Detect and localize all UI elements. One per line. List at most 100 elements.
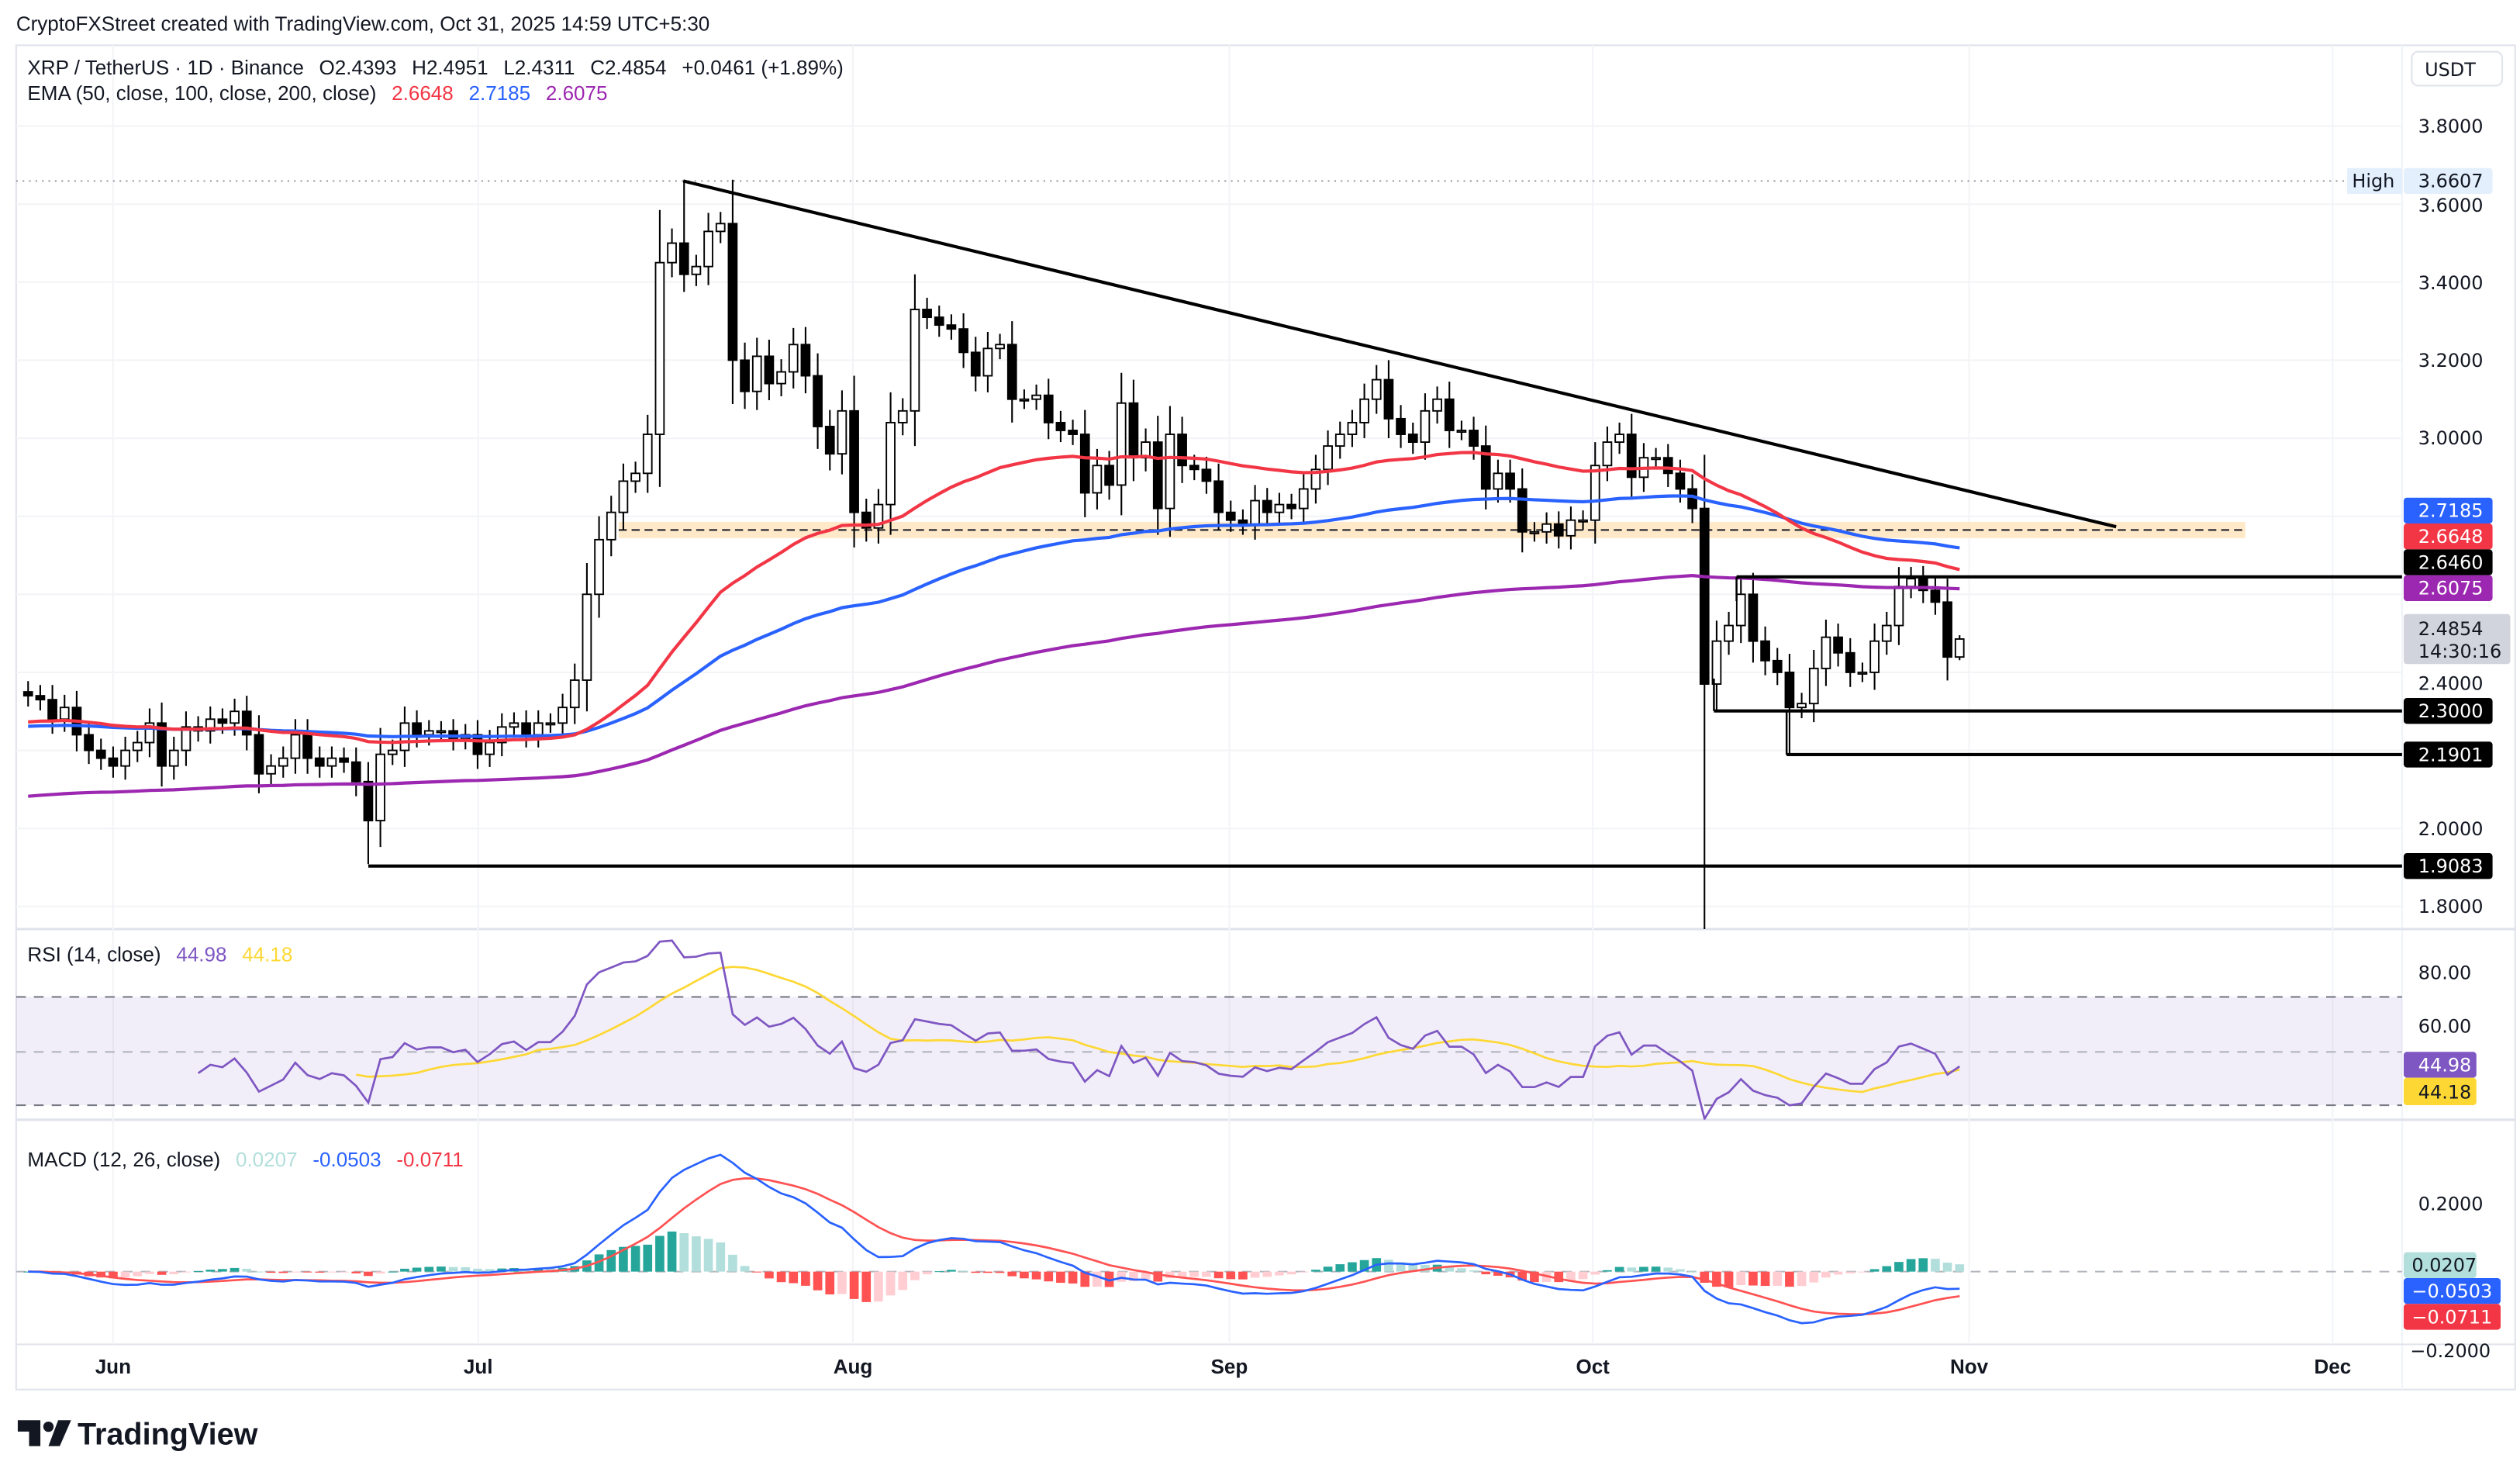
candle-down bbox=[1760, 640, 1770, 662]
time-tick: Dec bbox=[2314, 1355, 2351, 1378]
rsi-tick: 80.00 bbox=[2418, 962, 2472, 984]
price-tick: 2.4000 bbox=[2418, 673, 2484, 695]
macd-histogram-bar bbox=[533, 1268, 544, 1272]
candle-down bbox=[1213, 480, 1224, 513]
macd-histogram-bar bbox=[1955, 1264, 1965, 1272]
ema100-badge bbox=[2404, 497, 2493, 524]
macd-pane[interactable]: MACD (12, 26, close) 0.0207 -0.0503 -0.0… bbox=[16, 1148, 2501, 1362]
candle-up bbox=[1274, 503, 1285, 513]
macd-histogram-bar bbox=[1663, 1267, 1673, 1272]
macd-histogram-bar bbox=[400, 1268, 409, 1272]
candle-up bbox=[1857, 671, 1868, 675]
candle-down bbox=[970, 351, 981, 377]
candle-up bbox=[436, 730, 447, 734]
candle-up bbox=[606, 511, 616, 541]
macd-histogram-bar bbox=[995, 1271, 1005, 1273]
ema200-value: 2.6075 bbox=[546, 81, 608, 105]
macd-histogram-bar bbox=[485, 1269, 495, 1272]
macd-histogram-bar bbox=[193, 1270, 203, 1273]
chart-frame bbox=[15, 44, 2516, 1391]
macd-histogram-bar bbox=[109, 1271, 118, 1279]
macd-histogram-bar bbox=[1700, 1271, 1710, 1283]
legend-close: C2.4854 bbox=[590, 56, 666, 79]
candle-down bbox=[254, 734, 264, 775]
candle-down bbox=[1662, 457, 1673, 475]
candle-up bbox=[1614, 434, 1624, 444]
candle-up bbox=[873, 503, 884, 529]
macd-histogram-bar bbox=[619, 1246, 628, 1272]
tradingview-logo[interactable]: TradingView bbox=[17, 1418, 258, 1452]
macd-histogram-bar bbox=[1457, 1268, 1466, 1272]
candle-down bbox=[934, 316, 944, 327]
macd-histogram-bar bbox=[1578, 1271, 1588, 1280]
candle-down bbox=[764, 355, 775, 385]
candle-up bbox=[1298, 488, 1309, 510]
candle-down bbox=[1517, 488, 1528, 533]
rsi-label[interactable]: RSI (14, close) bbox=[27, 943, 161, 966]
time-axis[interactable]: Jun Jul Aug Sep Oct Nov Dec bbox=[95, 1355, 2352, 1378]
legend-low: L2.4311 bbox=[503, 56, 575, 79]
macd-signal-badge bbox=[2404, 1304, 2501, 1330]
svg-text:RSI (14, close) 44.98: RSI (14, close) 44.98 44.18 bbox=[27, 943, 292, 966]
macd-histogram-bar bbox=[813, 1271, 823, 1291]
macd-histogram-bar bbox=[971, 1271, 981, 1273]
macd-histogram-bar bbox=[765, 1271, 774, 1279]
candle-up bbox=[387, 749, 398, 755]
candle-down bbox=[521, 722, 531, 736]
macd-histogram-bar bbox=[1785, 1271, 1794, 1287]
candle-up bbox=[691, 265, 702, 275]
candle-up bbox=[1347, 421, 1358, 435]
macd-tick: 0.2000 bbox=[2418, 1193, 2484, 1215]
candle-up bbox=[1724, 624, 1734, 642]
candle-up bbox=[509, 722, 520, 728]
candle-down bbox=[1383, 378, 1394, 420]
candle-down bbox=[1784, 671, 1795, 709]
candle-up bbox=[1651, 457, 1661, 461]
macd-histogram-bar bbox=[351, 1271, 361, 1273]
macd-histogram-bar bbox=[181, 1271, 191, 1273]
candle-up bbox=[278, 757, 288, 767]
candle-down bbox=[849, 409, 859, 513]
price-tick: 3.8000 bbox=[2418, 116, 2484, 137]
macd-histogram-bar bbox=[1335, 1264, 1345, 1272]
candle-down bbox=[1068, 430, 1078, 435]
currency-button[interactable]: USDT bbox=[2411, 50, 2504, 87]
legend-symbol[interactable]: XRP / TetherUS · 1D · Binance bbox=[27, 56, 303, 79]
price-axis[interactable]: 3.8000 3.6000 3.4000 3.2000 3.0000 2.400… bbox=[2404, 116, 2511, 917]
ema100-value: 2.7185 bbox=[469, 81, 531, 105]
candle-down bbox=[1553, 523, 1564, 537]
macd-histogram-bar bbox=[169, 1271, 179, 1274]
candle-down bbox=[1238, 519, 1248, 525]
candle-up bbox=[1031, 394, 1041, 400]
currency-label: USDT bbox=[2425, 59, 2476, 81]
candle-down bbox=[108, 757, 119, 767]
ema-legend-label[interactable]: EMA (50, close, 100, close, 200, close) bbox=[27, 81, 376, 105]
macd-histogram-bar bbox=[1736, 1271, 1746, 1286]
macd-label[interactable]: MACD (12, 26, close) bbox=[27, 1148, 220, 1171]
macd-histogram-bar bbox=[1481, 1271, 1491, 1275]
resistance-zone[interactable] bbox=[618, 521, 2246, 538]
candle-up bbox=[1954, 638, 1965, 658]
price-pane[interactable]: High bbox=[16, 168, 2402, 985]
candle-up bbox=[667, 242, 677, 264]
candle-down bbox=[1286, 503, 1296, 510]
candle-up bbox=[788, 344, 799, 373]
macd-histogram-bar bbox=[1469, 1270, 1479, 1272]
descending-trendline[interactable] bbox=[682, 179, 2117, 529]
time-tick: Sep bbox=[1211, 1355, 1248, 1378]
macd-histogram-bar bbox=[1007, 1271, 1017, 1277]
candle-down bbox=[946, 324, 957, 330]
macd-hist-value: 0.0207 bbox=[236, 1148, 298, 1171]
macd-histogram-bar bbox=[205, 1270, 216, 1272]
rsi-pane[interactable]: RSI (14, close) 44.98 44.18 80.00 60.00 … bbox=[16, 939, 2477, 1120]
macd-histogram-bar bbox=[254, 1271, 264, 1273]
support-badge bbox=[2404, 853, 2493, 879]
candle-up bbox=[1590, 465, 1600, 521]
price-tick: 3.0000 bbox=[2418, 427, 2484, 449]
candle-up bbox=[120, 749, 130, 767]
macd-signal-badge-value: −0.0711 bbox=[2411, 1306, 2492, 1328]
candle-up bbox=[1456, 430, 1467, 433]
candle-up bbox=[1566, 519, 1576, 537]
macd-histogram-bar bbox=[302, 1271, 312, 1273]
candle-down bbox=[1444, 398, 1455, 431]
